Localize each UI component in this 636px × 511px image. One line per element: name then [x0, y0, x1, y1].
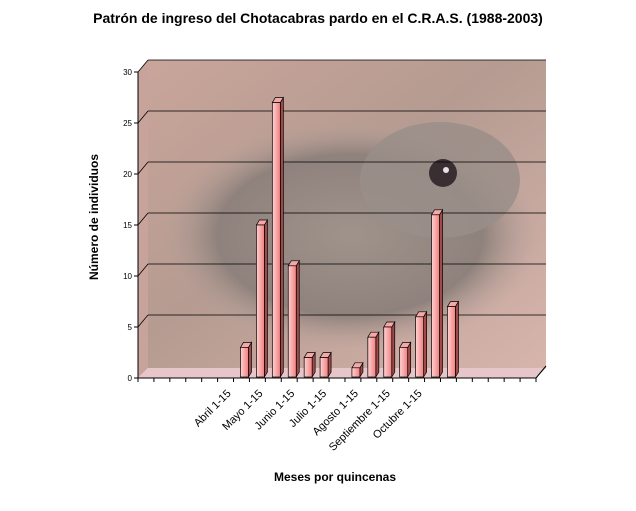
bar-front	[240, 347, 249, 378]
x-axis-title: Meses por quincenas	[273, 470, 397, 484]
grid-line-side	[137, 161, 149, 175]
bar-front	[271, 102, 281, 378]
y-tick-label: 20	[123, 170, 132, 179]
bar-side	[264, 218, 268, 379]
y-tick-label: 10	[123, 272, 132, 281]
bar	[383, 320, 396, 379]
bar-side	[407, 341, 412, 379]
bar	[287, 259, 300, 379]
bar-front	[415, 316, 424, 378]
bar-front	[367, 336, 377, 378]
bar	[446, 300, 460, 379]
bar-front	[351, 367, 361, 378]
grid-lines	[137, 59, 546, 328]
bar	[414, 310, 428, 379]
bar-front	[399, 347, 409, 378]
bar-front	[303, 357, 313, 378]
bar-side	[423, 310, 427, 379]
grid-line-side	[137, 314, 149, 328]
y-tick-label: 15	[123, 221, 132, 230]
chart-title: Patrón de ingreso del Chotacabras pardo …	[93, 10, 543, 26]
bar-front	[383, 326, 393, 378]
bar	[319, 351, 332, 379]
bar-front	[447, 306, 456, 378]
bar	[239, 341, 253, 379]
grid-line-side	[137, 59, 149, 73]
bar-front	[431, 214, 440, 378]
bar	[351, 361, 364, 379]
y-tick-label: 0	[128, 374, 133, 383]
y-tick-label: 30	[123, 68, 132, 77]
floor	[138, 368, 546, 378]
bar-side	[439, 208, 443, 379]
bar-front	[287, 265, 297, 378]
bars	[239, 96, 460, 379]
grid-line-side	[137, 212, 149, 226]
bar-front	[256, 224, 265, 378]
grid-line-side	[137, 110, 149, 124]
plot-background-photo	[138, 60, 546, 378]
bar-side	[248, 341, 252, 379]
bar	[367, 330, 380, 379]
bar-side	[391, 320, 396, 379]
bar	[430, 208, 444, 379]
bar	[303, 351, 316, 379]
bar	[255, 218, 269, 379]
bar-side	[455, 300, 459, 379]
bird-eye	[429, 159, 457, 187]
y-tick-labels: 0 5 10 15 20 25 30	[123, 68, 138, 383]
floor-edge	[535, 365, 547, 379]
bar-side	[375, 330, 380, 379]
bird-eye-highlight	[443, 167, 449, 173]
y-tick-label: 25	[123, 119, 132, 128]
bar-front	[319, 357, 329, 378]
grid-line-side	[137, 263, 149, 277]
bar	[271, 96, 284, 379]
bar	[399, 341, 412, 379]
y-tick-label: 5	[128, 323, 133, 332]
bar-side	[295, 259, 300, 379]
bar-side	[279, 96, 284, 379]
